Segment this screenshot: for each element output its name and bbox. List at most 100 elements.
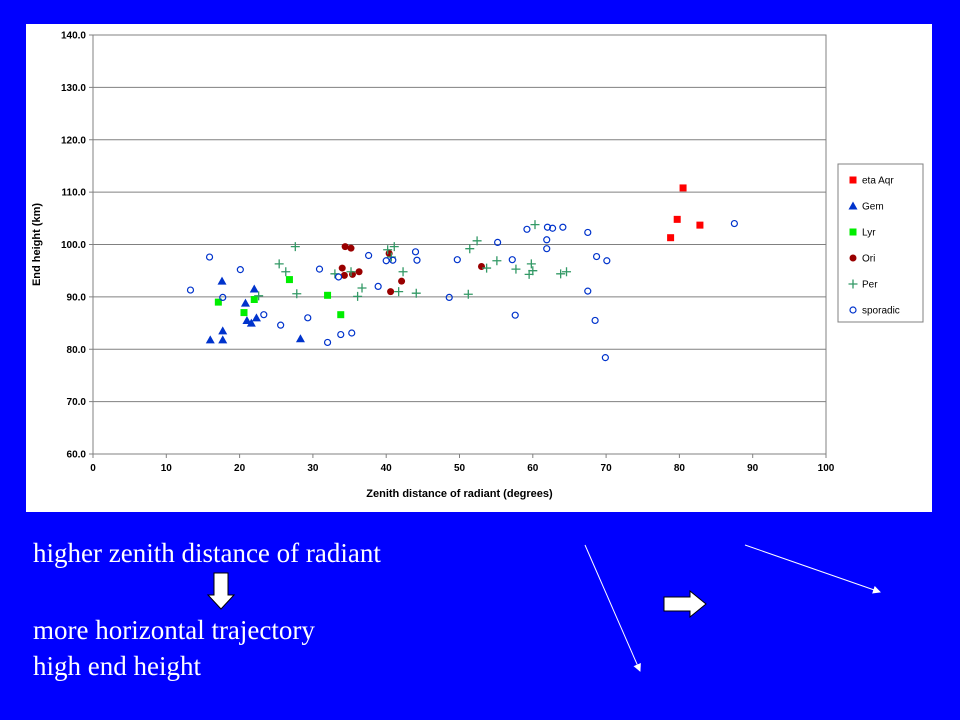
point-per <box>274 259 284 269</box>
point-sporadic <box>374 282 382 290</box>
x-tick-label: 40 <box>381 463 393 474</box>
point-sporadic <box>603 257 611 265</box>
point-ori <box>340 271 348 279</box>
right-arrow-icon <box>663 589 707 619</box>
point-lyr <box>250 295 258 303</box>
x-tick-label: 50 <box>454 463 466 474</box>
legend-marker-ori <box>849 254 857 262</box>
x-tick-label: 30 <box>307 463 319 474</box>
shallow-trajectory-line <box>744 544 881 594</box>
chart-legend: eta Aqr Gem Lyr Ori Per sporadic <box>837 163 924 323</box>
series-eta-aqr <box>667 184 704 242</box>
point-sporadic <box>511 311 519 319</box>
point-ori <box>341 243 349 251</box>
point-per <box>472 236 482 246</box>
grid-layer <box>89 34 827 458</box>
point-sporadic <box>304 314 312 322</box>
y-tick-label: 110.0 <box>62 188 87 199</box>
series-gem <box>205 276 305 344</box>
point-sporadic <box>445 293 453 301</box>
y-tick-label: 60.0 <box>67 450 87 461</box>
tick-labels: 60.0 70.0 80.0 90.0 100.0 110.0 120.0 130.0 140.… <box>61 31 835 475</box>
point-sporadic <box>508 256 516 264</box>
point-lyr <box>285 276 293 284</box>
legend-marker-sporadic <box>849 306 857 314</box>
point-lyr <box>337 311 345 319</box>
point-ori <box>347 244 355 252</box>
point-ori <box>387 288 395 296</box>
caption-trajectory: more horizontal trajectory <box>33 615 315 645</box>
point-sporadic <box>494 238 502 247</box>
x-tick-label: 10 <box>161 463 173 474</box>
x-tick-label: 60 <box>527 463 539 474</box>
caption-zenith: higher zenith distance of radiant <box>33 538 381 568</box>
point-per <box>346 267 356 277</box>
point-sporadic <box>592 252 601 261</box>
point-sporadic <box>382 257 390 265</box>
plot-frame <box>92 34 827 455</box>
point-gem <box>218 326 228 335</box>
y-tick-label: 100.0 <box>61 240 86 251</box>
point-lyr <box>240 309 248 317</box>
point-sporadic <box>337 330 345 339</box>
point-gem <box>242 315 252 324</box>
point-gem <box>246 318 256 327</box>
point-sporadic <box>601 354 609 362</box>
point-per <box>530 220 540 230</box>
point-sporadic <box>543 245 551 253</box>
point-ori <box>355 268 363 276</box>
series-per <box>254 220 572 301</box>
steep-trajectory-line <box>584 544 641 672</box>
point-sporadic <box>543 236 551 244</box>
point-sporadic <box>389 256 397 264</box>
point-per <box>524 269 534 279</box>
point-per <box>281 267 291 277</box>
point-per <box>357 283 367 293</box>
y-axis-label: End height (km) <box>31 203 43 286</box>
point-sporadic <box>315 265 324 273</box>
point-sporadic <box>543 223 552 231</box>
y-tick-label: 120.0 <box>61 135 86 146</box>
point-per <box>482 263 492 273</box>
legend-label-sporadic: sporadic <box>862 306 900 317</box>
point-per <box>389 242 399 252</box>
point-sporadic <box>411 248 420 256</box>
point-eta-aqr <box>696 221 704 229</box>
point-sporadic <box>334 273 343 281</box>
point-sporadic <box>559 223 567 231</box>
point-per <box>383 245 393 255</box>
caption-end-height: high end height <box>33 651 201 681</box>
series-sporadic <box>186 219 738 362</box>
data-points <box>186 184 738 362</box>
point-per <box>492 256 502 266</box>
x-tick-label: 100 <box>818 463 835 474</box>
x-tick-label: 80 <box>674 463 686 474</box>
scatter-chart: 60.0 70.0 80.0 90.0 100.0 110.0 120.0 130.0 140.… <box>31 31 924 500</box>
y-tick-label: 90.0 <box>67 292 87 303</box>
point-per <box>398 267 408 277</box>
point-lyr <box>324 291 332 299</box>
point-sporadic <box>730 219 738 228</box>
legend-label-per: Per <box>862 280 878 291</box>
legend-label-eta-aqr: eta Aqr <box>862 176 894 187</box>
y-tick-label: 130.0 <box>61 83 86 94</box>
x-tick-label: 0 <box>90 463 96 474</box>
point-gem <box>217 276 227 285</box>
y-tick-label: 140.0 <box>61 31 86 42</box>
point-sporadic <box>365 251 373 260</box>
point-sporadic <box>348 329 356 337</box>
point-per <box>526 259 536 269</box>
point-eta-aqr <box>667 234 675 242</box>
down-arrow-icon <box>206 572 236 610</box>
point-per <box>411 288 421 298</box>
point-ori <box>477 262 485 270</box>
point-eta-aqr <box>673 215 681 223</box>
legend-marker-eta-aqr <box>849 176 857 184</box>
point-per <box>556 269 566 279</box>
point-gem <box>249 284 259 293</box>
point-per <box>290 242 300 252</box>
point-per <box>292 289 302 299</box>
point-gem <box>240 298 250 307</box>
legend-marker-gem <box>848 201 858 210</box>
point-lyr <box>214 298 222 306</box>
